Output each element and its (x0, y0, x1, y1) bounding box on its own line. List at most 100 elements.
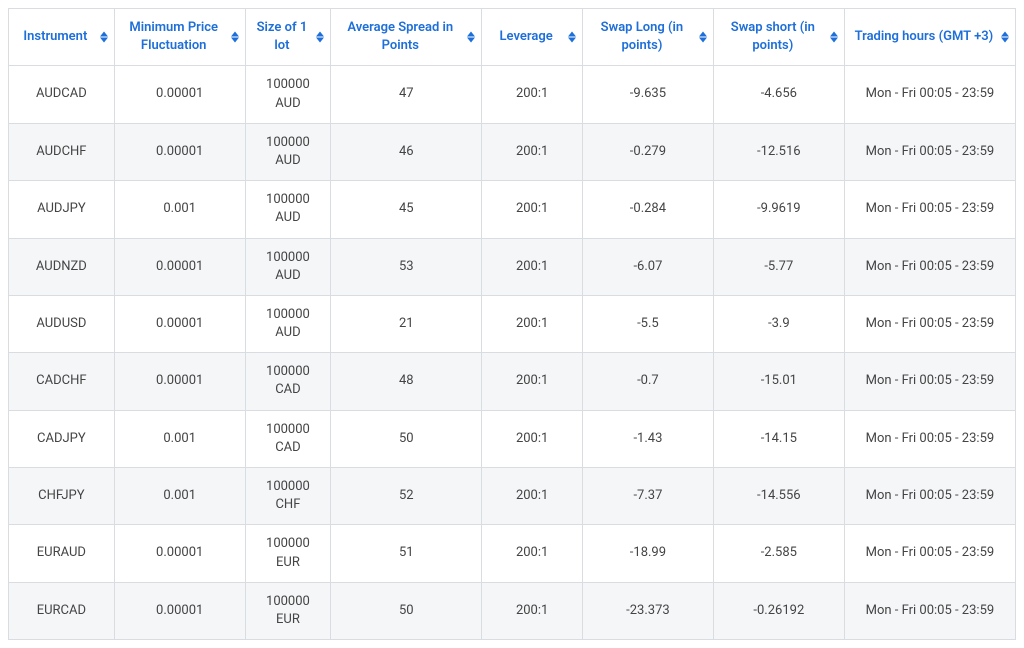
cell-leverage: 200:1 (482, 181, 583, 238)
column-header-avgspread[interactable]: Average Spread in Points (331, 9, 482, 66)
cell-minfluct: 0.00001 (114, 238, 245, 295)
cell-lotsize: 100000AUD (245, 66, 331, 123)
cell-swaplong: -18.99 (582, 525, 713, 582)
cell-swaplong: -0.7 (582, 353, 713, 410)
cell-swaplong: -0.284 (582, 181, 713, 238)
cell-lotsize-number: 100000 (252, 535, 325, 553)
cell-instrument: AUDCHF (9, 123, 115, 180)
cell-instrument: CHFJPY (9, 468, 115, 525)
cell-lotsize-number: 100000 (252, 478, 325, 496)
cell-swaplong: -23.373 (582, 582, 713, 639)
table-row: CADJPY0.001100000CAD50200:1-1.43-14.15Mo… (9, 410, 1016, 467)
table-row: AUDUSD0.00001100000AUD21200:1-5.5-3.9Mon… (9, 295, 1016, 352)
cell-lotsize-currency: AUD (252, 267, 325, 285)
cell-swaplong: -9.635 (582, 66, 713, 123)
sort-icon (467, 32, 475, 43)
column-header-lotsize[interactable]: Size of 1 lot (245, 9, 331, 66)
cell-lotsize-number: 100000 (252, 191, 325, 209)
cell-instrument: EURCAD (9, 582, 115, 639)
cell-lotsize-number: 100000 (252, 76, 325, 94)
column-header-swapshort[interactable]: Swap short (in points) (713, 9, 844, 66)
cell-hours: Mon - Fri 00:05 - 23:59 (844, 468, 1015, 525)
cell-lotsize-number: 100000 (252, 249, 325, 267)
cell-lotsize-currency: CHF (252, 496, 325, 514)
cell-leverage: 200:1 (482, 468, 583, 525)
cell-instrument: CADCHF (9, 353, 115, 410)
column-header-label: Trading hours (GMT +3) (855, 28, 994, 46)
cell-lotsize-currency: CAD (252, 381, 325, 399)
cell-leverage: 200:1 (482, 123, 583, 180)
table-row: EURAUD0.00001100000EUR51200:1-18.99-2.58… (9, 525, 1016, 582)
column-header-label: Leverage (500, 28, 553, 46)
cell-lotsize: 100000CAD (245, 353, 331, 410)
cell-leverage: 200:1 (482, 410, 583, 467)
cell-hours: Mon - Fri 00:05 - 23:59 (844, 238, 1015, 295)
column-header-swaplong[interactable]: Swap Long (in points) (582, 9, 713, 66)
cell-swapshort: -2.585 (713, 525, 844, 582)
cell-avgspread: 46 (331, 123, 482, 180)
cell-swapshort: -15.01 (713, 353, 844, 410)
cell-leverage: 200:1 (482, 66, 583, 123)
table-row: AUDNZD0.00001100000AUD53200:1-6.07-5.77M… (9, 238, 1016, 295)
cell-minfluct: 0.001 (114, 410, 245, 467)
cell-lotsize: 100000EUR (245, 582, 331, 639)
cell-avgspread: 47 (331, 66, 482, 123)
column-header-label: Minimum Price Fluctuation (121, 19, 227, 55)
cell-lotsize: 100000AUD (245, 181, 331, 238)
cell-minfluct: 0.001 (114, 468, 245, 525)
cell-avgspread: 45 (331, 181, 482, 238)
cell-instrument: AUDUSD (9, 295, 115, 352)
sort-icon (316, 32, 324, 43)
cell-minfluct: 0.00001 (114, 525, 245, 582)
cell-lotsize: 100000CHF (245, 468, 331, 525)
sort-icon (699, 32, 707, 43)
sort-icon (231, 32, 239, 43)
cell-lotsize: 100000CAD (245, 410, 331, 467)
cell-lotsize-currency: EUR (252, 611, 325, 629)
cell-swapshort: -14.556 (713, 468, 844, 525)
cell-instrument: CADJPY (9, 410, 115, 467)
column-header-label: Instrument (23, 28, 87, 46)
cell-swapshort: -9.9619 (713, 181, 844, 238)
cell-hours: Mon - Fri 00:05 - 23:59 (844, 181, 1015, 238)
cell-lotsize-number: 100000 (252, 593, 325, 611)
table-row: EURCAD0.00001100000EUR50200:1-23.373-0.2… (9, 582, 1016, 639)
column-header-hours[interactable]: Trading hours (GMT +3) (844, 9, 1015, 66)
cell-instrument: AUDCAD (9, 66, 115, 123)
column-header-label: Swap short (in points) (720, 19, 826, 55)
table-row: CHFJPY0.001100000CHF52200:1-7.37-14.556M… (9, 468, 1016, 525)
cell-hours: Mon - Fri 00:05 - 23:59 (844, 582, 1015, 639)
sort-icon (1001, 32, 1009, 43)
cell-swapshort: -4.656 (713, 66, 844, 123)
cell-swaplong: -1.43 (582, 410, 713, 467)
cell-leverage: 200:1 (482, 525, 583, 582)
cell-leverage: 200:1 (482, 353, 583, 410)
cell-minfluct: 0.00001 (114, 123, 245, 180)
table-row: CADCHF0.00001100000CAD48200:1-0.7-15.01M… (9, 353, 1016, 410)
cell-instrument: AUDNZD (9, 238, 115, 295)
cell-lotsize-currency: AUD (252, 95, 325, 113)
column-header-instrument[interactable]: Instrument (9, 9, 115, 66)
column-header-label: Size of 1 lot (252, 19, 313, 55)
table-row: AUDCHF0.00001100000AUD46200:1-0.279-12.5… (9, 123, 1016, 180)
table-row: AUDCAD0.00001100000AUD47200:1-9.635-4.65… (9, 66, 1016, 123)
cell-swapshort: -14.15 (713, 410, 844, 467)
column-header-leverage[interactable]: Leverage (482, 9, 583, 66)
cell-lotsize-currency: AUD (252, 324, 325, 342)
cell-hours: Mon - Fri 00:05 - 23:59 (844, 123, 1015, 180)
cell-lotsize-currency: CAD (252, 439, 325, 457)
cell-avgspread: 50 (331, 582, 482, 639)
table-header-row: Instrument Minimum Price Fluctuation Size … (9, 9, 1016, 66)
sort-icon (100, 32, 108, 43)
cell-avgspread: 51 (331, 525, 482, 582)
column-header-minfluct[interactable]: Minimum Price Fluctuation (114, 9, 245, 66)
cell-leverage: 200:1 (482, 295, 583, 352)
cell-lotsize-number: 100000 (252, 134, 325, 152)
cell-swapshort: -12.516 (713, 123, 844, 180)
cell-minfluct: 0.00001 (114, 353, 245, 410)
cell-avgspread: 21 (331, 295, 482, 352)
cell-lotsize: 100000EUR (245, 525, 331, 582)
cell-swaplong: -5.5 (582, 295, 713, 352)
cell-leverage: 200:1 (482, 582, 583, 639)
cell-lotsize: 100000AUD (245, 238, 331, 295)
